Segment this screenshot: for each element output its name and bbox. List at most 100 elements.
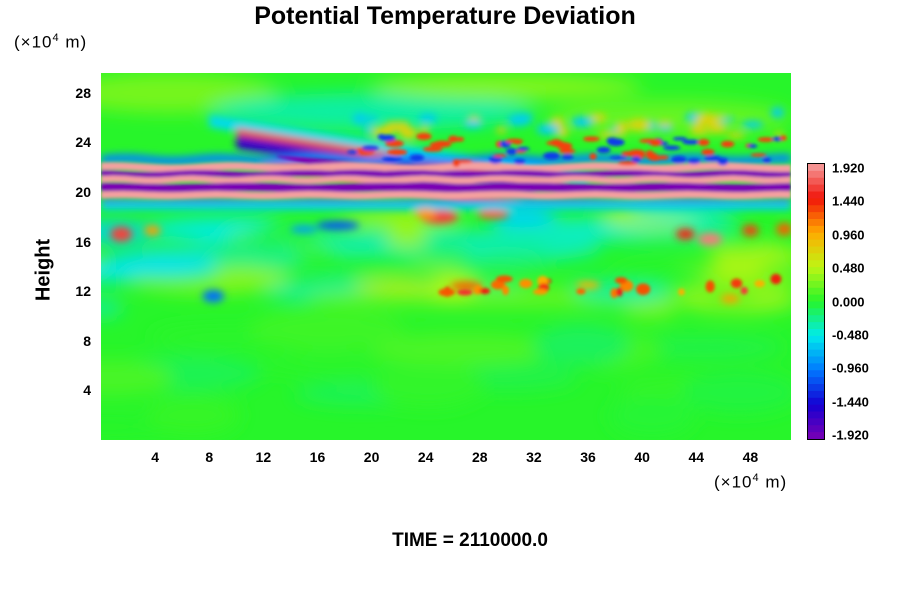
colorbar-segment: [808, 232, 824, 241]
speckle: [571, 116, 594, 128]
colorbar-segment: [808, 294, 824, 302]
speckle: [610, 287, 618, 299]
speckle: [371, 126, 394, 137]
x-tick-label: 20: [363, 449, 380, 465]
warm-patch: [742, 224, 759, 237]
x-tick-label: 4: [151, 449, 159, 465]
field-blob: [547, 100, 791, 135]
colorbar-segment: [808, 363, 824, 371]
field-blob: [622, 298, 679, 319]
colorbar-segment: [808, 219, 824, 227]
speckle: [720, 140, 735, 148]
speckle: [747, 144, 758, 149]
speckle: [536, 123, 560, 135]
speckle: [757, 137, 774, 142]
speckle: [347, 150, 359, 154]
colorbar-segment: [808, 280, 824, 289]
y-tick-label: 24: [75, 134, 91, 151]
speckle: [533, 288, 548, 295]
colorbar-segment: [808, 356, 824, 364]
time-annotation: TIME = 2110000.0: [392, 530, 548, 551]
speckle: [589, 153, 597, 160]
x-tick-label: 48: [742, 449, 759, 465]
lower-band: [101, 201, 791, 210]
speckle: [770, 107, 784, 118]
x-tick-label: 44: [688, 449, 705, 465]
x-tick-label: 28: [472, 449, 488, 465]
speckle: [740, 286, 748, 295]
speckle: [645, 150, 654, 156]
field-blob: [101, 360, 174, 396]
speckle: [418, 113, 438, 123]
speckle: [762, 157, 772, 163]
colorbar-segment: [808, 384, 824, 392]
colorbar-segment: [808, 342, 824, 351]
speckle: [770, 273, 782, 285]
colorbar-segment: [808, 425, 824, 433]
field-blob: [371, 74, 643, 100]
speckle: [382, 156, 399, 163]
colorbar-segment: [808, 329, 824, 337]
speckle: [779, 135, 787, 141]
speckle: [513, 158, 526, 165]
speckle: [708, 123, 727, 133]
field-blob: [371, 363, 485, 408]
warm-patch: [720, 294, 740, 303]
field-blob: [248, 307, 405, 351]
heatmap-field: [101, 73, 791, 440]
speckle: [488, 156, 502, 164]
speckle: [649, 138, 662, 147]
speckle: [631, 156, 641, 163]
warm-patch: [676, 228, 695, 240]
speckle: [687, 158, 701, 165]
speckle: [479, 287, 491, 295]
speckle: [582, 136, 600, 142]
y-tick-label: 8: [83, 332, 91, 349]
speckle: [635, 283, 651, 296]
colorbar-segment: [808, 301, 824, 309]
colorbar-segment: [808, 397, 824, 406]
field-blob: [101, 251, 219, 276]
field-blob: [620, 335, 786, 360]
colorbar-segment: [808, 170, 824, 179]
colorbar-segment: [808, 184, 824, 192]
speckle: [672, 136, 688, 141]
speckle: [704, 155, 722, 162]
speckle: [690, 124, 705, 135]
speckle: [516, 146, 530, 151]
y-axis-unit: (×104 m): [14, 32, 87, 53]
speckle: [610, 130, 627, 136]
colorbar-segment: [808, 164, 824, 172]
cool-patch: [316, 221, 360, 230]
speckle: [519, 278, 533, 289]
speckle: [730, 278, 743, 289]
speckle: [678, 288, 685, 296]
warm-patch: [110, 226, 133, 242]
colorbar-segment: [808, 404, 824, 412]
speckle: [352, 113, 368, 125]
speckle: [657, 120, 673, 127]
colorbar-gradient: [808, 164, 824, 439]
speckle: [754, 279, 765, 288]
x-tick-label: 16: [309, 449, 326, 465]
field-blob: [353, 279, 444, 290]
x-tick-label: 12: [255, 449, 272, 465]
colorbar-segment: [808, 253, 824, 261]
colorbar-segment: [808, 287, 824, 296]
positive-band: [101, 191, 791, 200]
speckle: [750, 153, 767, 157]
y-tick-label: 16: [75, 233, 91, 250]
speckle: [559, 148, 576, 154]
colorbar-label: -0.960: [832, 360, 869, 376]
speckle: [561, 154, 574, 160]
y-tick-label: 12: [75, 283, 91, 300]
speckle: [448, 135, 459, 143]
speckle: [385, 139, 404, 148]
colorbar-segment: [808, 411, 824, 419]
warm-patch: [776, 223, 791, 236]
colorbar-segment: [808, 205, 824, 213]
x-unit-suffix: m): [759, 472, 788, 492]
speckle: [741, 120, 764, 129]
x-tick-label: 40: [634, 449, 650, 465]
speckle: [598, 131, 614, 138]
